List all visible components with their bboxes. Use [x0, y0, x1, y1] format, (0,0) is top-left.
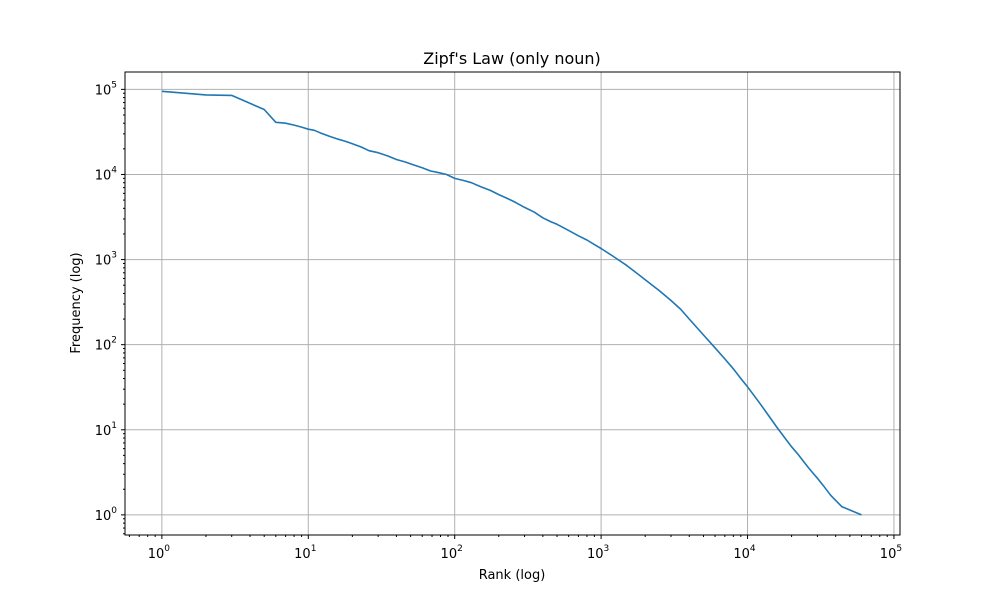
x-tick-label-exponent: 2 [457, 544, 463, 554]
y-tick-label: 103 [95, 251, 117, 269]
x-tick-label: 105 [880, 544, 902, 562]
x-tick-label: 104 [733, 544, 756, 562]
y-tick-label: 104 [95, 165, 118, 183]
y-tick-label-base: 10 [95, 254, 112, 269]
x-tick-label: 103 [587, 544, 609, 562]
y-tick-label-base: 10 [95, 168, 112, 183]
y-tick-label: 105 [95, 80, 117, 98]
x-tick-label-base: 10 [587, 547, 604, 562]
y-axis-label: Frequency (log) [69, 252, 84, 353]
x-axis-label: Rank (log) [479, 568, 546, 583]
x-tick-label-exponent: 3 [604, 544, 610, 554]
x-tick-label-exponent: 5 [896, 544, 902, 554]
x-tick-label-exponent: 1 [311, 544, 317, 554]
frequency-series-line [161, 90, 862, 516]
y-tick-label-base: 10 [95, 83, 112, 98]
x-tick-label: 102 [441, 544, 463, 562]
y-tick-label-exponent: 1 [111, 421, 117, 431]
grid-lines [125, 72, 900, 535]
x-tick-label-base: 10 [880, 547, 897, 562]
y-tick-label-exponent: 2 [111, 336, 117, 346]
x-tick-label-base: 10 [441, 547, 458, 562]
chart-title: Zipf's Law (only noun) [423, 49, 601, 68]
y-tick-label: 101 [95, 421, 117, 439]
x-tick-label-base: 10 [733, 547, 750, 562]
y-tick-label-base: 10 [95, 339, 112, 354]
x-tick-label-exponent: 4 [750, 544, 756, 554]
x-tick-label-base: 10 [294, 547, 311, 562]
plot-frame [124, 71, 901, 536]
y-tick-label: 100 [95, 506, 118, 524]
x-tick-label: 100 [148, 544, 171, 562]
x-tick-label-exponent: 0 [164, 544, 170, 554]
y-tick-label: 102 [95, 336, 117, 354]
x-tick-label-base: 10 [148, 547, 165, 562]
y-tick-label-base: 10 [95, 424, 112, 439]
x-tick-label: 101 [294, 544, 316, 562]
y-tick-label-exponent: 0 [111, 506, 117, 516]
y-tick-label-exponent: 4 [111, 165, 117, 175]
series-layer [161, 90, 862, 516]
y-tick-label-base: 10 [95, 509, 112, 524]
y-tick-label-exponent: 5 [111, 80, 117, 90]
y-tick-label-exponent: 3 [111, 251, 117, 261]
